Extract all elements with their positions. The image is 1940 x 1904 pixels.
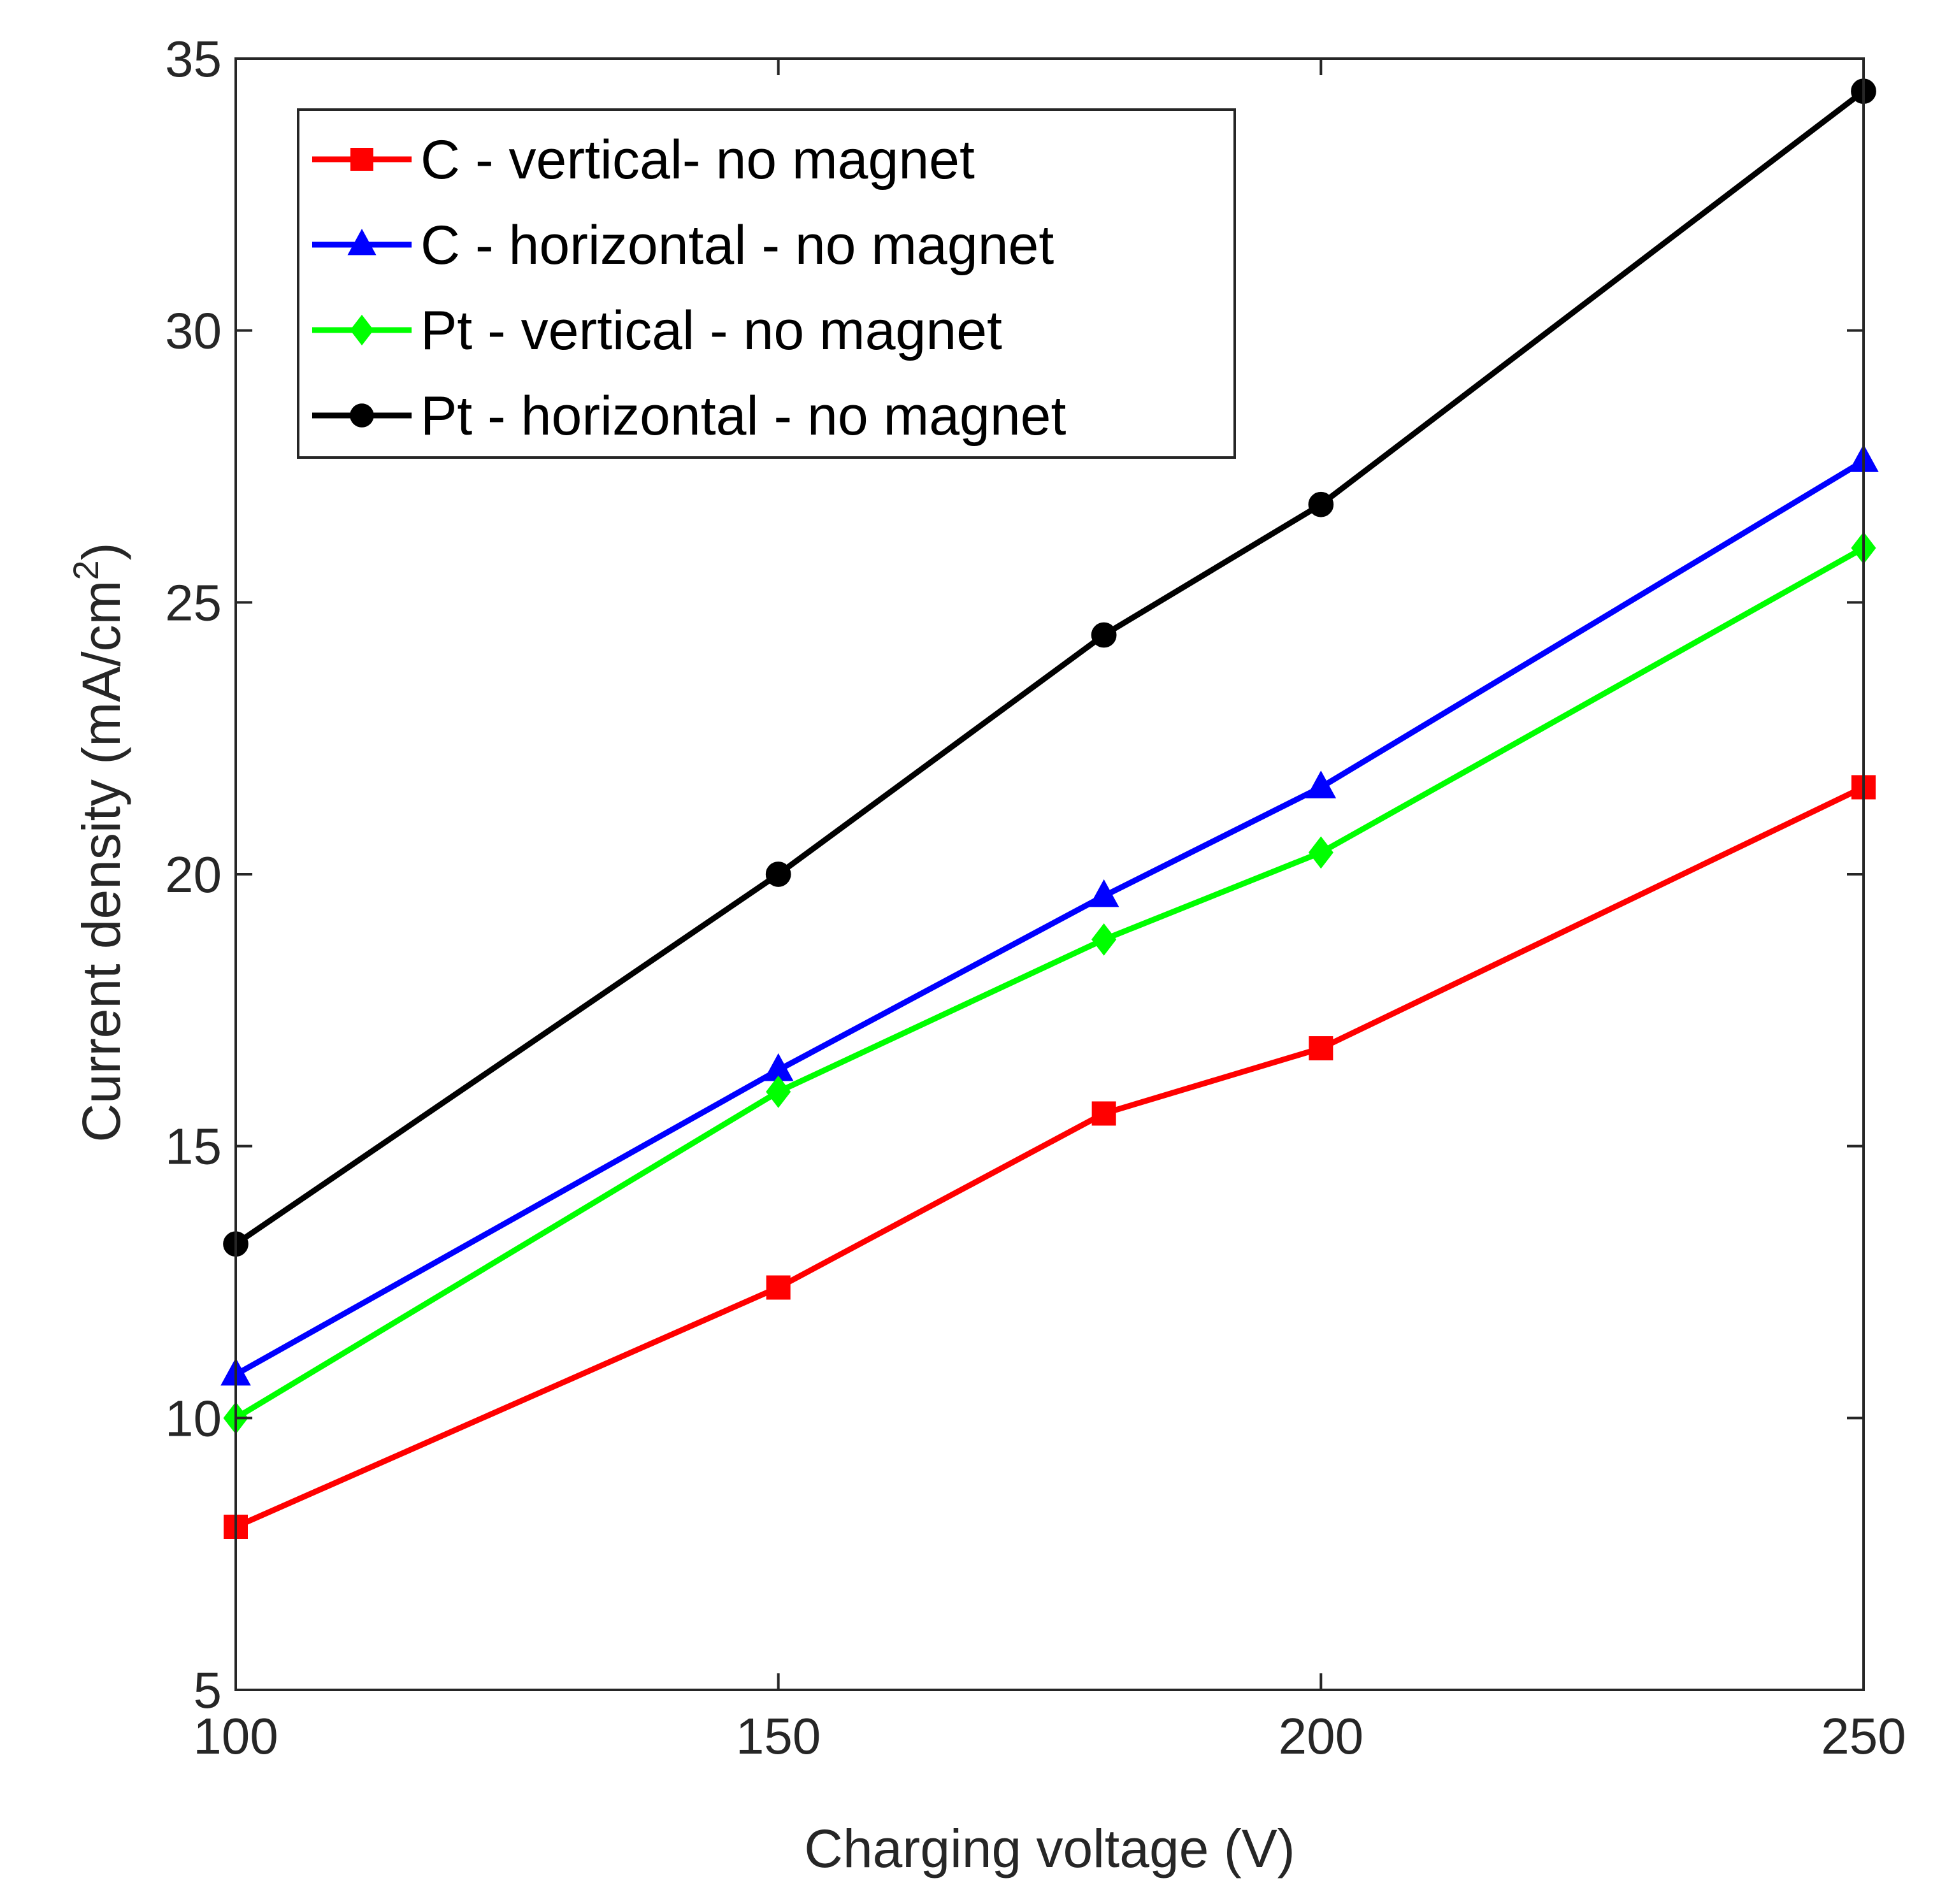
y-tick-label: 25 xyxy=(165,574,222,631)
y-axis-title-superscript: 2 xyxy=(66,560,106,580)
x-axis-title: Charging voltage (V) xyxy=(804,1819,1295,1879)
legend-label: C - horizontal - no magnet xyxy=(420,215,1054,276)
ticks-layer: 100 150 200 250 5 10 15 20 25 30 35 xyxy=(165,31,1906,1764)
y-tick-label: 10 xyxy=(165,1390,222,1446)
data-point xyxy=(1091,622,1117,648)
legend-label: Pt - vertical - no magnet xyxy=(420,300,1002,361)
y-tick-label: 15 xyxy=(165,1118,222,1175)
x-tick-label: 200 xyxy=(1279,1708,1363,1764)
legend-item: C - horizontal - no magnet xyxy=(312,215,1054,276)
data-point xyxy=(1088,879,1119,907)
data-point xyxy=(1091,1101,1116,1126)
data-point xyxy=(1309,1036,1333,1061)
y-tick-label: 30 xyxy=(165,303,222,359)
series xyxy=(223,78,1876,1257)
legend: C - vertical- no magnet C - horizontal - … xyxy=(297,108,1236,459)
x-tick-label: 250 xyxy=(1821,1708,1906,1764)
legend-marker xyxy=(350,403,374,428)
legend-item: C - vertical- no magnet xyxy=(312,129,975,191)
y-tick-label: 20 xyxy=(165,846,222,903)
data-point xyxy=(1308,491,1334,517)
y-tick-label: 5 xyxy=(194,1662,222,1719)
data-point xyxy=(766,1275,791,1300)
y-tick-label: 35 xyxy=(165,31,222,87)
legend-label: Pt - horizontal - no magnet xyxy=(420,386,1067,447)
legend-marker xyxy=(347,229,377,256)
legend-label: C - vertical- no magnet xyxy=(420,129,975,191)
x-tick-label: 150 xyxy=(736,1708,821,1764)
data-point xyxy=(1305,770,1337,798)
legend-marker xyxy=(350,314,374,346)
legend-marker xyxy=(350,148,373,171)
data-point xyxy=(1091,923,1117,956)
legend-item: Pt - vertical - no magnet xyxy=(312,300,1002,361)
x-tick-label: 100 xyxy=(193,1708,278,1764)
y-axis-title: Current density (mA/cm2) xyxy=(66,542,131,1142)
y-axis-title-suffix: ) xyxy=(71,542,131,560)
y-axis-title-main: Current density (mA/cm xyxy=(71,580,131,1142)
data-point xyxy=(1308,836,1333,869)
legend-item: Pt - horizontal - no magnet xyxy=(312,386,1067,447)
legend-box xyxy=(297,108,1236,459)
data-point xyxy=(766,1075,791,1108)
data-point xyxy=(765,862,791,887)
